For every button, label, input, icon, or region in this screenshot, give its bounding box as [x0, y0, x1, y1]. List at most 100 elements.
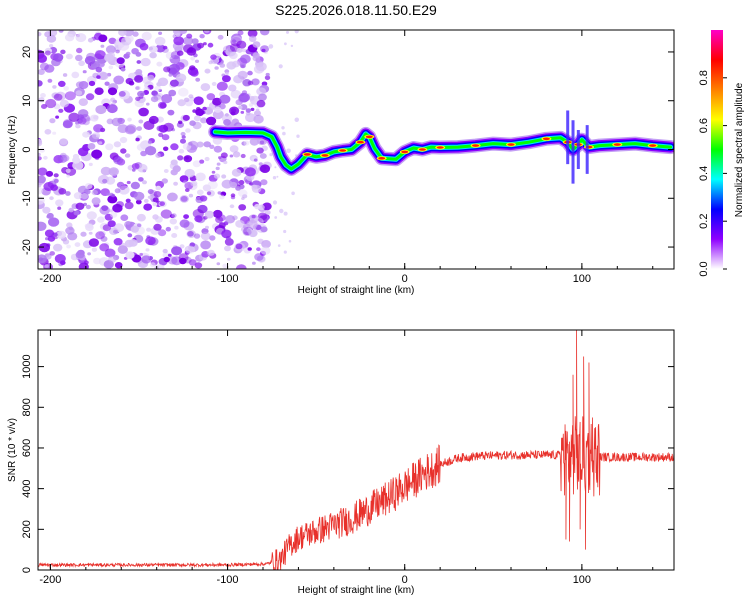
noise-blob — [184, 168, 195, 178]
noise-blob — [59, 99, 69, 108]
noise-blob — [199, 195, 208, 202]
noise-blob — [114, 188, 121, 194]
noise-blob — [114, 262, 123, 269]
noise-blob — [286, 30, 289, 34]
noise-blob — [213, 173, 221, 179]
noise-blob — [94, 50, 106, 60]
noise-blob — [290, 44, 294, 48]
noise-blob — [55, 115, 59, 119]
noise-blob — [106, 192, 111, 196]
snr-ytick-label: 0 — [21, 567, 33, 573]
noise-blob — [135, 199, 142, 205]
noise-blob — [53, 178, 59, 183]
noise-blob — [105, 45, 116, 54]
noise-blob — [295, 117, 299, 122]
noise-blob — [58, 108, 64, 113]
noise-blob — [251, 214, 256, 219]
noise-blob — [193, 233, 201, 239]
noise-blob — [115, 49, 120, 54]
noise-blob — [170, 143, 179, 151]
noise-blob — [124, 239, 134, 248]
noise-blob — [107, 220, 116, 228]
noise-blob — [53, 243, 63, 252]
snr-xtick-label: -200 — [39, 574, 61, 586]
noise-blob — [98, 72, 109, 80]
noise-blob — [212, 97, 222, 106]
noise-blob — [155, 44, 166, 53]
snr-ylabel: SNR (10 * v/v) — [7, 418, 18, 482]
noise-blob — [153, 223, 162, 231]
noise-blob — [45, 98, 57, 109]
noise-blob — [163, 146, 169, 152]
colorbar-tick-label: 0.2 — [698, 214, 710, 229]
noise-blob — [282, 131, 286, 136]
noise-blob — [260, 179, 268, 186]
noise-blob — [167, 253, 172, 257]
noise-blob — [110, 211, 118, 218]
noise-blob — [75, 202, 85, 210]
noise-blob — [195, 108, 205, 117]
noise-blob — [244, 167, 256, 177]
noise-blob — [193, 115, 202, 122]
noise-blob — [288, 239, 292, 243]
noise-blob — [272, 176, 277, 180]
noise-blob — [294, 30, 299, 34]
noise-blob — [73, 192, 83, 200]
noise-blob — [281, 126, 285, 130]
noise-blob — [80, 231, 87, 237]
noise-blob — [145, 146, 157, 156]
noise-blob — [97, 216, 105, 223]
noise-blob — [258, 93, 267, 101]
noise-blob — [150, 96, 159, 103]
noise-blob — [102, 178, 108, 184]
ridge-hotspot — [356, 140, 364, 144]
noise-blob — [38, 167, 48, 176]
noise-blob — [91, 149, 103, 159]
noise-blob — [225, 72, 229, 75]
noise-blob — [192, 109, 197, 113]
noise-blob — [252, 52, 260, 59]
noise-blob — [276, 175, 279, 178]
ridge-hotspot — [507, 143, 515, 146]
noise-blob — [38, 69, 45, 75]
noise-blob — [155, 185, 162, 191]
noise-blob — [45, 170, 54, 177]
noise-blob — [147, 74, 155, 81]
noise-blob — [190, 56, 196, 61]
noise-blob — [80, 193, 89, 200]
noise-blob — [241, 197, 245, 200]
noise-blob — [137, 163, 148, 173]
noise-blob — [71, 71, 80, 79]
noise-blob — [75, 54, 83, 62]
noise-blob — [186, 47, 197, 56]
noise-blob — [175, 32, 181, 37]
noise-blob — [85, 204, 91, 210]
noise-blob — [204, 68, 211, 74]
noise-blob — [247, 247, 252, 251]
noise-blob — [38, 80, 43, 87]
noise-blob — [206, 191, 212, 195]
noise-blob — [67, 232, 78, 241]
noise-blob — [217, 214, 226, 222]
noise-blob — [139, 43, 149, 51]
noise-blob — [256, 99, 266, 108]
noise-blob — [240, 54, 251, 64]
noise-blob — [211, 81, 217, 86]
noise-blob — [155, 153, 162, 158]
noise-blob — [183, 36, 194, 46]
noise-blob — [216, 81, 228, 91]
noise-blob — [62, 73, 68, 77]
noise-blob — [195, 77, 201, 82]
noise-blob — [154, 85, 162, 92]
snr-xtick-label: 0 — [402, 574, 408, 586]
noise-blob — [136, 143, 146, 151]
ridge-hotspot — [542, 137, 550, 141]
noise-blob — [64, 91, 76, 101]
noise-blob — [84, 56, 96, 65]
noise-blob — [191, 38, 199, 45]
noise-blob — [77, 147, 89, 157]
noise-blob — [221, 229, 232, 239]
noise-blob — [264, 210, 271, 215]
